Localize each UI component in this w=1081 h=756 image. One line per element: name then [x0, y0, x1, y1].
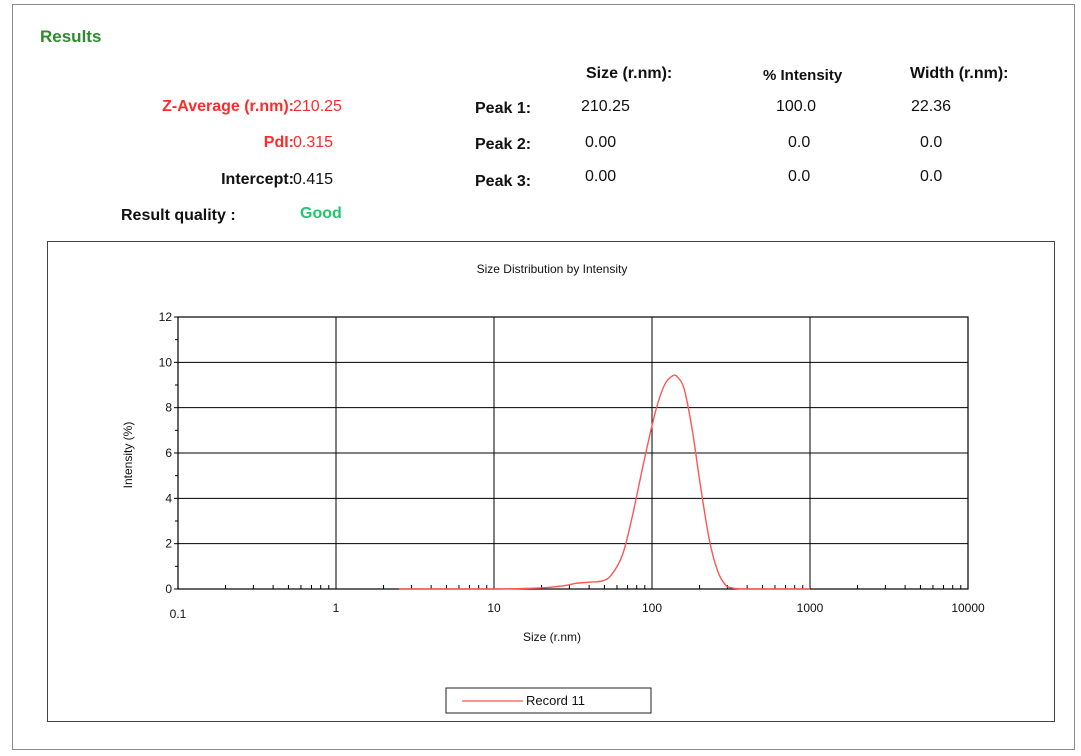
y-tick-label-0: 0 — [165, 582, 172, 596]
chart-canvas: Size Distribution by Intensity 0.1 1 10 100… — [121, 262, 985, 714]
peak-1-size: 210.25 — [581, 98, 630, 115]
pdi-label: PdI: — [263, 134, 294, 151]
x-tick-label-100: 100 — [642, 601, 662, 615]
legend-label-record-11: Record 11 — [526, 693, 585, 708]
y-tick-label-2: 2 — [165, 537, 172, 551]
peak-3-intensity: 0.0 — [788, 168, 811, 185]
series-line-record-11 — [398, 374, 810, 590]
x-axis-label: Size (r.nm) — [523, 630, 581, 644]
peak-header-width: Width (r.nm): — [910, 65, 1009, 82]
size-distribution-chart: Size Distribution by Intensity 0.1 1 10 100… — [47, 241, 1055, 722]
result-quality-value: Good — [300, 205, 342, 222]
y-axis-label: Intensity (%) — [121, 422, 135, 489]
peak-2-label: Peak 2: — [475, 136, 532, 153]
peak-3-width: 0.0 — [920, 168, 943, 185]
peak-header-intensity: % Intensity — [763, 67, 843, 84]
peak-1-label: Peak 1: — [475, 100, 532, 117]
chart-grid — [177, 316, 969, 590]
peak-3-label: Peak 3: — [475, 173, 532, 190]
y-tick-label-8: 8 — [165, 401, 172, 415]
peak-2-intensity: 0.0 — [788, 134, 811, 151]
intercept-label: Intercept: — [221, 171, 294, 188]
x-tick-label-10: 10 — [487, 601, 501, 615]
chart-axes: 0.1 1 10 100 1000 10000 0 2 4 6 8 10 12 — [159, 310, 985, 621]
y-tick-label-6: 6 — [165, 446, 172, 460]
x-tick-label-10000: 10000 — [951, 601, 985, 615]
peak-3-size: 0.00 — [585, 168, 617, 185]
peak-2-size: 0.00 — [585, 134, 617, 151]
pdi-value: 0.315 — [293, 134, 334, 151]
y-tick-label-10: 10 — [159, 355, 173, 369]
chart-legend: Record 11 — [445, 687, 652, 714]
results-title: Results — [40, 27, 102, 46]
y-tick-label-12: 12 — [159, 310, 173, 324]
peak-header-size: Size (r.nm): — [586, 65, 673, 82]
result-quality-label: Result quality : — [121, 207, 236, 224]
x-tick-label-1000: 1000 — [797, 601, 824, 615]
z-average-value: 210.25 — [293, 98, 342, 115]
chart-title: Size Distribution by Intensity — [477, 262, 628, 276]
intercept-value: 0.415 — [293, 171, 334, 188]
chart-series — [398, 374, 810, 590]
peak-1-intensity: 100.0 — [776, 98, 817, 115]
x-tick-label-1: 1 — [333, 601, 340, 615]
y-tick-label-4: 4 — [165, 491, 172, 505]
peak-1-width: 22.36 — [911, 98, 952, 115]
peak-2-width: 0.0 — [920, 134, 943, 151]
z-average-label: Z-Average (r.nm): — [162, 98, 294, 115]
x-tick-label-0.1: 0.1 — [170, 607, 187, 621]
